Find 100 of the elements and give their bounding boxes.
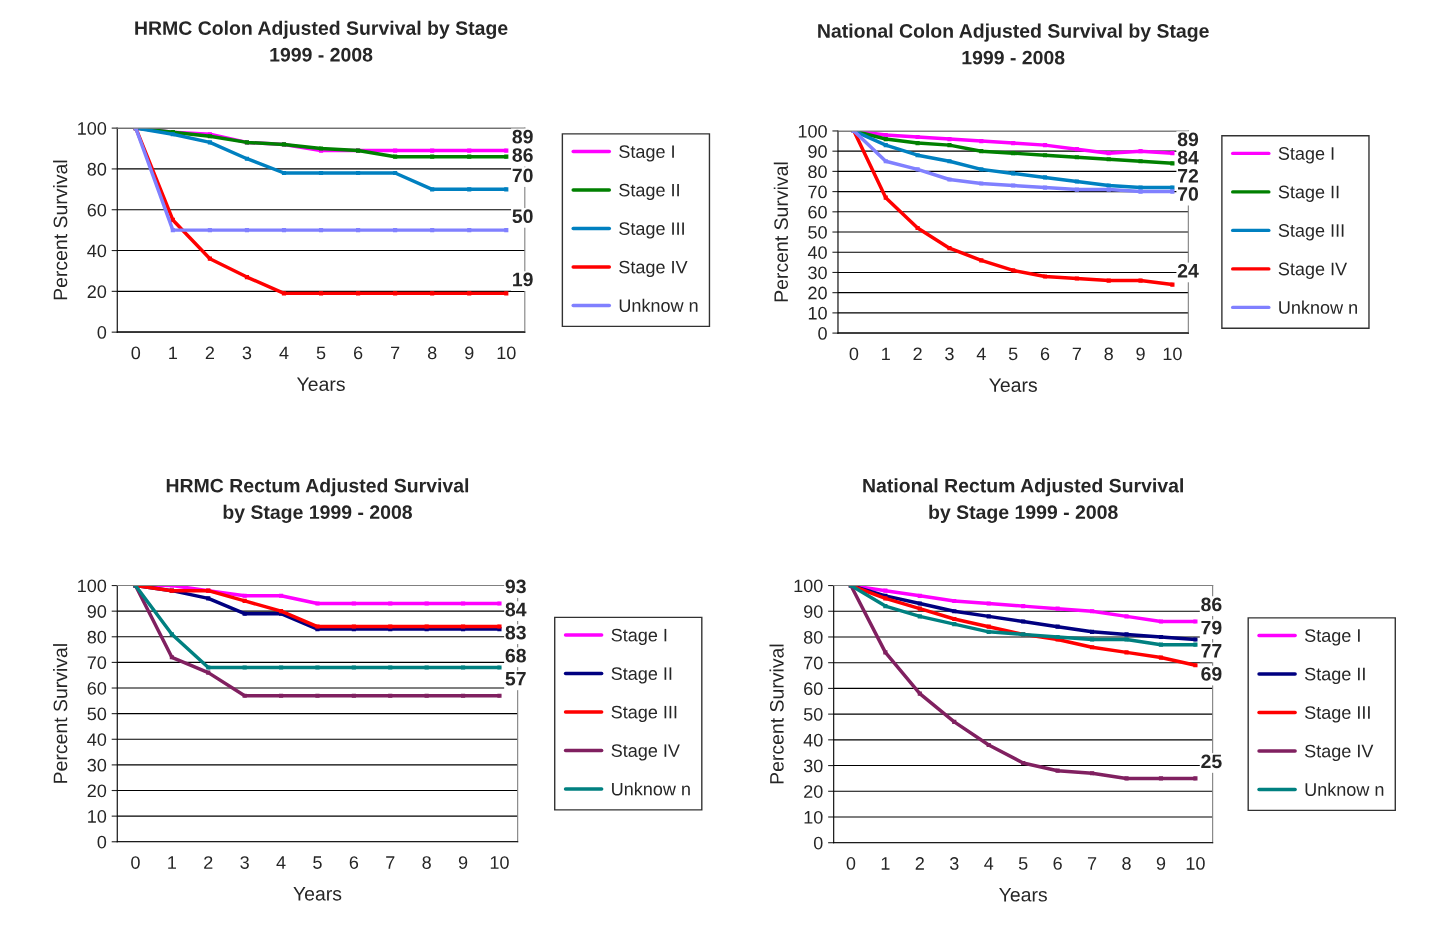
legend-label: Stage IV (611, 744, 680, 761)
y-tick-label: 50 (87, 707, 107, 721)
y-tick-label: 10 (88, 810, 107, 823)
x-tick-label: 6 (1053, 857, 1062, 870)
annotation: 72 (1178, 168, 1199, 183)
x-tick-label: 8 (1104, 347, 1113, 361)
annotation: 93 (505, 579, 526, 594)
x-tick-label: 10 (1186, 857, 1205, 870)
legend-label: Unknow n (1305, 782, 1384, 796)
y-tick-label: 20 (808, 286, 827, 300)
y-tick-label: 90 (804, 605, 823, 618)
annotation: 70 (512, 168, 533, 183)
y-axis-title: Percent Survival (53, 160, 68, 300)
x-tick-label: 6 (353, 346, 363, 360)
y-tick-label: 80 (87, 162, 107, 176)
x-tick-label: 1 (168, 856, 176, 869)
y-tick-label: 10 (808, 306, 827, 320)
y-tick-label: 100 (794, 579, 823, 593)
annotation: 70 (1178, 187, 1199, 201)
y-tick-label: 20 (87, 285, 107, 299)
x-tick-label: 7 (391, 346, 400, 360)
x-tick-label: 3 (945, 347, 954, 361)
y-tick-label: 60 (87, 203, 107, 217)
y-tick-label: 0 (97, 326, 107, 339)
x-axis-title: Years (293, 887, 342, 901)
legend-label: Stage III (619, 222, 684, 239)
y-tick-label: 100 (78, 122, 107, 135)
x-tick-label: 10 (497, 346, 516, 360)
y-tick-label: 20 (87, 784, 107, 798)
x-tick-label: 0 (131, 856, 140, 869)
x-tick-label: 1 (882, 347, 890, 361)
y-tick-label: 80 (87, 630, 107, 644)
annotation: 84 (1177, 150, 1199, 165)
annotation: 25 (1201, 754, 1222, 769)
x-tick-label: 6 (1040, 347, 1050, 361)
x-tick-label: 9 (465, 346, 474, 360)
chart-title: National Rectum Adjusted Survival by Stage 1999 - 2008 (863, 478, 1183, 523)
legend-label: Stage I (1278, 147, 1334, 164)
chart-title: HRMC Rectum Adjusted Survival by Stage 1999 - 2008 (166, 478, 469, 523)
chart-title: HRMC Colon Adjusted Survival by Stage 1999 - 2008 (135, 20, 508, 62)
x-tick-label: 10 (490, 856, 509, 869)
x-tick-label: 6 (349, 856, 359, 869)
x-tick-label: 4 (276, 856, 286, 869)
y-tick-label: 0 (818, 327, 827, 340)
annotation: 19 (513, 272, 533, 287)
annotation: 69 (1201, 667, 1222, 681)
y-axis-title: Percent Survival (773, 162, 789, 302)
x-tick-label: 5 (316, 346, 326, 360)
legend-label: Stage II (619, 183, 679, 201)
annotation: 86 (512, 148, 533, 162)
y-tick-label: 30 (808, 266, 827, 280)
annotation: 79 (1201, 620, 1222, 635)
y-tick-label: 90 (87, 605, 107, 618)
y-tick-label: 40 (87, 244, 107, 258)
x-tick-label: 3 (949, 857, 959, 870)
y-tick-label: 70 (804, 656, 823, 670)
y-tick-label: 30 (803, 759, 823, 773)
legend-label: Unknow n (619, 298, 698, 312)
legend-label: Stage I (619, 145, 674, 162)
x-tick-label: 5 (313, 856, 322, 869)
y-tick-label: 40 (803, 733, 823, 747)
x-tick-label: 9 (458, 856, 468, 869)
annotation: 57 (505, 671, 526, 686)
y-tick-label: 0 (97, 835, 107, 849)
legend-label: Stage II (1304, 667, 1365, 685)
chart-title: National Colon Adjusted Survival by Stage 1999 - 2008 (818, 23, 1209, 65)
x-axis-title: Years (989, 378, 1037, 392)
legend-label: Stage I (611, 628, 667, 646)
annotation: 89 (1177, 132, 1199, 147)
y-tick-label: 10 (804, 810, 823, 824)
x-tick-label: 9 (1156, 857, 1166, 870)
annotation: 24 (1177, 263, 1199, 278)
annotation: 50 (512, 209, 533, 224)
legend-label: Stage I (1304, 629, 1360, 646)
x-tick-label: 4 (984, 857, 994, 870)
legend-label: Stage III (1304, 706, 1370, 723)
x-tick-label: 4 (976, 347, 986, 361)
legend-label: Stage III (611, 705, 677, 723)
annotation: 77 (1201, 644, 1222, 658)
x-tick-label: 2 (205, 346, 214, 360)
x-tick-label: 1 (169, 346, 177, 360)
y-tick-label: 40 (87, 733, 107, 746)
y-tick-label: 60 (87, 681, 107, 695)
x-tick-label: 1 (881, 857, 890, 870)
legend-label: Stage III (1278, 224, 1344, 241)
x-tick-label: 8 (1122, 857, 1131, 870)
x-tick-label: 0 (849, 347, 859, 361)
legend-label: Unknow n (1279, 300, 1357, 314)
y-tick-label: 40 (807, 246, 827, 259)
x-tick-label: 0 (131, 346, 141, 360)
legend-label: Stage IV (619, 260, 688, 278)
x-tick-label: 2 (204, 856, 213, 869)
x-tick-label: 3 (242, 346, 252, 360)
x-tick-label: 9 (1136, 347, 1145, 361)
y-axis-title: Percent Survival (53, 644, 68, 783)
y-tick-label: 80 (808, 165, 827, 179)
y-tick-label: 90 (808, 145, 827, 158)
annotation: 68 (505, 648, 526, 663)
y-tick-label: 0 (813, 836, 823, 850)
y-tick-label: 70 (87, 656, 107, 670)
